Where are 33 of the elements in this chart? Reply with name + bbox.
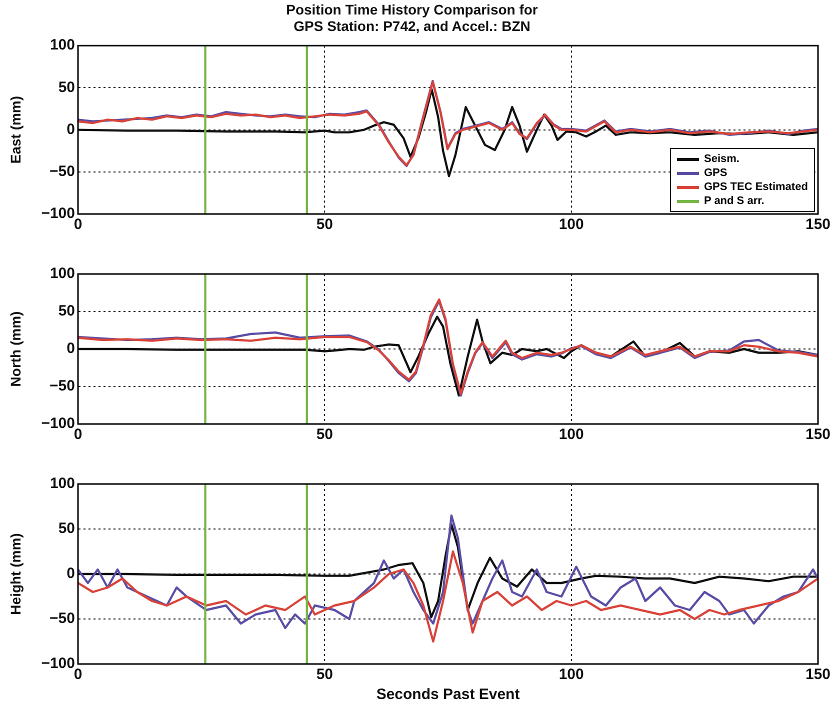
y-axis-title: East (mm) — [7, 96, 24, 164]
y-tick-label: 100 — [50, 475, 75, 492]
legend-label: Seism. — [704, 153, 740, 165]
y-tick-label: −50 — [50, 378, 75, 395]
x-tick-label: 50 — [316, 216, 334, 234]
y-tick-label: 50 — [58, 520, 75, 538]
legend-label: GPS TEC Estimated — [704, 181, 808, 193]
y-tick-label: −100 — [41, 205, 75, 222]
y-tick-label: −100 — [41, 415, 75, 432]
x-tick-label: 150 — [805, 666, 831, 684]
x-tick-label: 100 — [558, 426, 584, 444]
y-tick-label: 0 — [66, 120, 75, 138]
x-tick-label: 150 — [805, 426, 831, 444]
y-tick-label: −50 — [50, 163, 75, 180]
x-tick-label: 100 — [558, 216, 584, 234]
legend-label: GPS — [704, 167, 728, 179]
y-axis-title: North (mm) — [7, 311, 24, 387]
y-tick-label: 0 — [66, 340, 75, 358]
y-tick-label: −100 — [41, 655, 75, 672]
x-axis-title: Seconds Past Event — [376, 686, 520, 704]
legend-label: P and S arr. — [704, 195, 764, 207]
y-tick-label: 50 — [58, 78, 75, 96]
x-tick-label: 100 — [558, 666, 584, 684]
y-tick-label: 100 — [50, 265, 75, 282]
y-tick-label: −50 — [50, 610, 75, 628]
chart-title: Position Time History Comparison for GPS Station: P742, and Accel.: BZN — [286, 1, 538, 34]
x-tick-label: 150 — [805, 216, 831, 234]
y-tick-label: 0 — [66, 565, 75, 582]
y-tick-label: 100 — [50, 36, 75, 54]
y-axis-title: Height (mm) — [7, 533, 24, 615]
y-tick-label: 50 — [58, 302, 75, 320]
x-tick-label: 50 — [316, 426, 334, 444]
x-tick-label: 50 — [316, 666, 334, 684]
